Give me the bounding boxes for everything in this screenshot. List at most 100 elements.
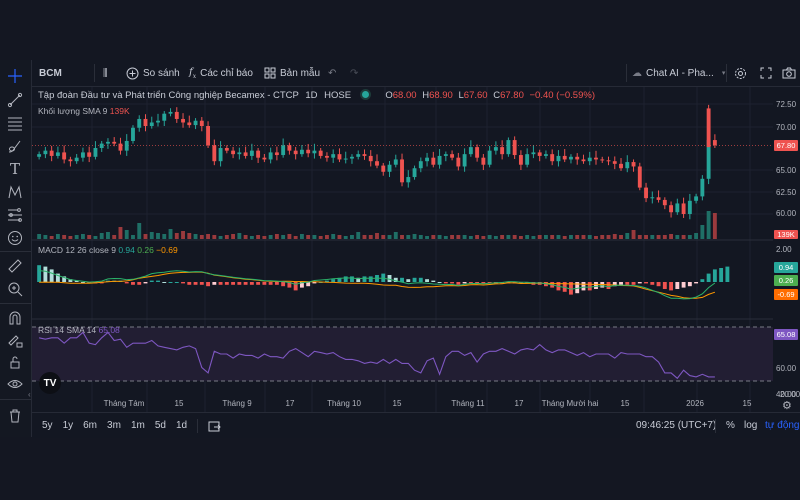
pattern-icon[interactable] bbox=[5, 182, 25, 202]
compare-label: So sánh bbox=[143, 67, 180, 79]
axis-tick: 70.00 bbox=[776, 123, 797, 132]
go-to-date-icon[interactable] bbox=[208, 420, 221, 432]
axis-tick: 40.00 bbox=[776, 390, 797, 399]
fullscreen-icon bbox=[760, 67, 772, 79]
time-tick: Tháng Mười hai bbox=[541, 399, 599, 408]
chevron-down-icon: ▾ bbox=[721, 70, 726, 77]
settings-button[interactable] bbox=[734, 60, 747, 86]
market-status-dot bbox=[361, 91, 369, 98]
time-axis[interactable]: Tháng Tám 15 Tháng 9 17 Tháng 10 15 Thán… bbox=[32, 396, 773, 412]
tradingview-logo[interactable]: TV bbox=[39, 372, 61, 394]
axis-tick: 72.50 bbox=[776, 100, 797, 109]
log-toggle[interactable]: log bbox=[744, 420, 758, 431]
auto-scale-toggle[interactable]: tự động bbox=[765, 420, 800, 431]
rsi-legend[interactable]: RSI 14 SMA 14 65.08 bbox=[38, 325, 120, 335]
axis-tick: 62.50 bbox=[776, 188, 797, 197]
trend-line-icon[interactable] bbox=[5, 90, 25, 110]
axis-settings-icon[interactable]: ⚙ bbox=[782, 400, 792, 412]
time-tick: 15 bbox=[742, 399, 752, 408]
brush-icon[interactable] bbox=[5, 136, 25, 156]
divider bbox=[94, 64, 95, 82]
time-tick: 15 bbox=[392, 399, 402, 408]
redo-button[interactable]: ↷ bbox=[350, 60, 358, 86]
gear-icon bbox=[735, 67, 746, 79]
divider bbox=[197, 418, 199, 433]
macd-tag: 0.94 bbox=[774, 262, 798, 273]
ruler-icon[interactable] bbox=[5, 256, 25, 276]
axis-tick: 60.00 bbox=[776, 364, 797, 373]
compare-button[interactable]: So sánh bbox=[126, 60, 180, 86]
magnet-icon[interactable] bbox=[5, 308, 25, 328]
time-tick: 2026 bbox=[686, 399, 704, 408]
axis-tick: 20.00 bbox=[780, 390, 800, 399]
time-tick: 15 bbox=[174, 399, 184, 408]
last-price-tag: 67.80 bbox=[774, 140, 798, 151]
undo-icon: ↶ bbox=[328, 67, 337, 79]
range-5d[interactable]: 5d bbox=[154, 420, 166, 431]
interval-label: 1D bbox=[305, 90, 318, 101]
text-tool-icon[interactable]: T bbox=[9, 160, 20, 178]
bottom-bar: 5y 1y 6m 3m 1m 5d 1d 09:46:25 (UTC+7) % … bbox=[32, 412, 800, 438]
time-tick: 17 bbox=[285, 399, 295, 408]
range-1d[interactable]: 1d bbox=[175, 420, 188, 431]
collapse-toolbar-icon[interactable]: ‹ bbox=[28, 390, 31, 399]
range-1y[interactable]: 1y bbox=[62, 420, 74, 431]
emoji-icon[interactable] bbox=[5, 228, 25, 248]
divider bbox=[0, 251, 31, 252]
company-name: Tập đoàn Đầu tư và Phát triển Công nghiệ… bbox=[38, 90, 299, 101]
zoom-in-icon[interactable] bbox=[5, 279, 25, 299]
chart-canvas[interactable]: Tập đoàn Đầu tư và Phát triển Công nghiệ… bbox=[32, 87, 773, 412]
undo-button[interactable]: ↶ bbox=[328, 60, 336, 86]
axis-tick: 60.00 bbox=[776, 209, 797, 218]
time-tick: Tháng 10 bbox=[327, 399, 361, 408]
prediction-icon[interactable] bbox=[5, 205, 25, 225]
volume-legend[interactable]: Khối lượng SMA 9 139K bbox=[38, 106, 130, 116]
time-tick: 15 bbox=[620, 399, 630, 408]
trash-icon[interactable] bbox=[5, 406, 25, 426]
percent-toggle[interactable]: % bbox=[726, 420, 735, 431]
templates-label: Bản mẫu bbox=[280, 67, 321, 79]
fib-retracement-icon[interactable] bbox=[5, 113, 25, 133]
volume-tag: 139K bbox=[774, 230, 798, 239]
macd-legend[interactable]: MACD 12 26 close 9 0.94 0.26 −0.69 bbox=[38, 245, 178, 255]
plus-circle-icon bbox=[126, 67, 139, 79]
range-6m[interactable]: 6m bbox=[83, 420, 98, 431]
time-tick: Tháng 9 bbox=[222, 399, 252, 408]
divider bbox=[626, 64, 627, 82]
indicators-label: Các chỉ báo bbox=[200, 67, 253, 79]
lock-icon[interactable] bbox=[5, 352, 25, 372]
screenshot-button[interactable] bbox=[782, 60, 796, 86]
time-tick: Tháng Tám bbox=[103, 399, 145, 408]
symbol-search-button[interactable]: BCM bbox=[39, 60, 62, 86]
fullscreen-button[interactable] bbox=[760, 60, 772, 86]
crosshair-icon[interactable] bbox=[5, 66, 25, 86]
lock-drawings-icon[interactable] bbox=[5, 330, 25, 350]
divider bbox=[0, 303, 31, 304]
drawing-toolbar: T bbox=[0, 60, 32, 437]
eye-icon[interactable] bbox=[5, 374, 25, 394]
indicators-button[interactable]: fx Các chỉ báo bbox=[189, 60, 253, 86]
macd-signal-tag: 0.26 bbox=[774, 275, 798, 286]
range-3m[interactable]: 3m bbox=[107, 420, 121, 431]
range-5y[interactable]: 5y bbox=[42, 420, 53, 431]
price-chart-svg bbox=[32, 87, 773, 412]
price-change: −0.40 (−0.59%) bbox=[529, 90, 596, 101]
fx-icon: fx bbox=[189, 66, 197, 80]
macd-hist-tag: -0.69 bbox=[774, 289, 798, 300]
cloud-icon: ☁ bbox=[632, 67, 642, 79]
price-axis[interactable]: 72.50 70.00 65.00 62.50 60.00 2.00 60.00… bbox=[773, 87, 800, 412]
redo-icon: ↷ bbox=[350, 67, 359, 79]
exchange-label: HOSE bbox=[324, 90, 352, 101]
grid-icon bbox=[264, 67, 276, 79]
camera-icon bbox=[782, 67, 796, 79]
candles-icon: ⫼ bbox=[103, 67, 108, 79]
axis-tick: 2.00 bbox=[776, 245, 792, 254]
chat-ai-dropdown[interactable]: ☁ Chat AI - Pha... ▾ bbox=[632, 60, 725, 86]
rsi-tag: 65.08 bbox=[774, 329, 798, 340]
axis-tick: 65.00 bbox=[776, 166, 797, 175]
chart-type-button[interactable]: ⫼ bbox=[103, 60, 108, 86]
range-1m[interactable]: 1m bbox=[130, 420, 145, 431]
divider bbox=[715, 419, 716, 433]
templates-button[interactable]: Bản mẫu bbox=[264, 60, 320, 86]
divider bbox=[726, 64, 727, 82]
